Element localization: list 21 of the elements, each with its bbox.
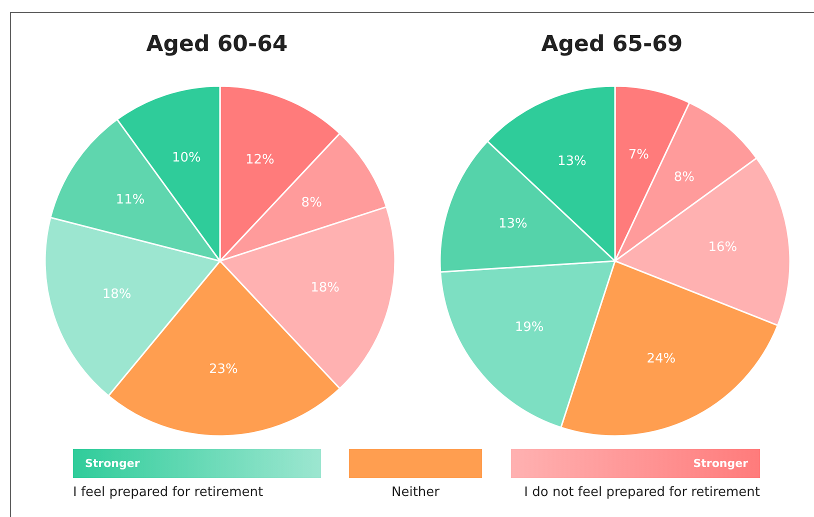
text: Stronger (693, 457, 748, 470)
chart-title: Aged 60-64 (145, 32, 289, 57)
data-label: 16% (708, 240, 738, 255)
text: I do not feel prepared for retirement (524, 485, 760, 500)
text: Neither (390, 485, 440, 500)
text: I feel prepared for retirement (73, 485, 264, 500)
chart-title: Aged 65-69 (540, 32, 684, 57)
data-label: 24% (646, 352, 676, 367)
data-label: 8% (674, 170, 694, 185)
data-label: 19% (514, 320, 544, 335)
text: Stronger (85, 457, 140, 470)
data-label: 18% (102, 287, 132, 302)
data-label: 18% (310, 280, 340, 296)
data-label: 13% (557, 154, 586, 169)
data-label: 12% (245, 152, 274, 168)
data-label: 10% (172, 150, 201, 166)
data-label: 23% (208, 362, 238, 377)
data-label: 7% (628, 148, 649, 163)
data-label: 13% (498, 216, 528, 232)
data-label: 11% (116, 192, 145, 208)
data-label: 8% (301, 195, 322, 210)
